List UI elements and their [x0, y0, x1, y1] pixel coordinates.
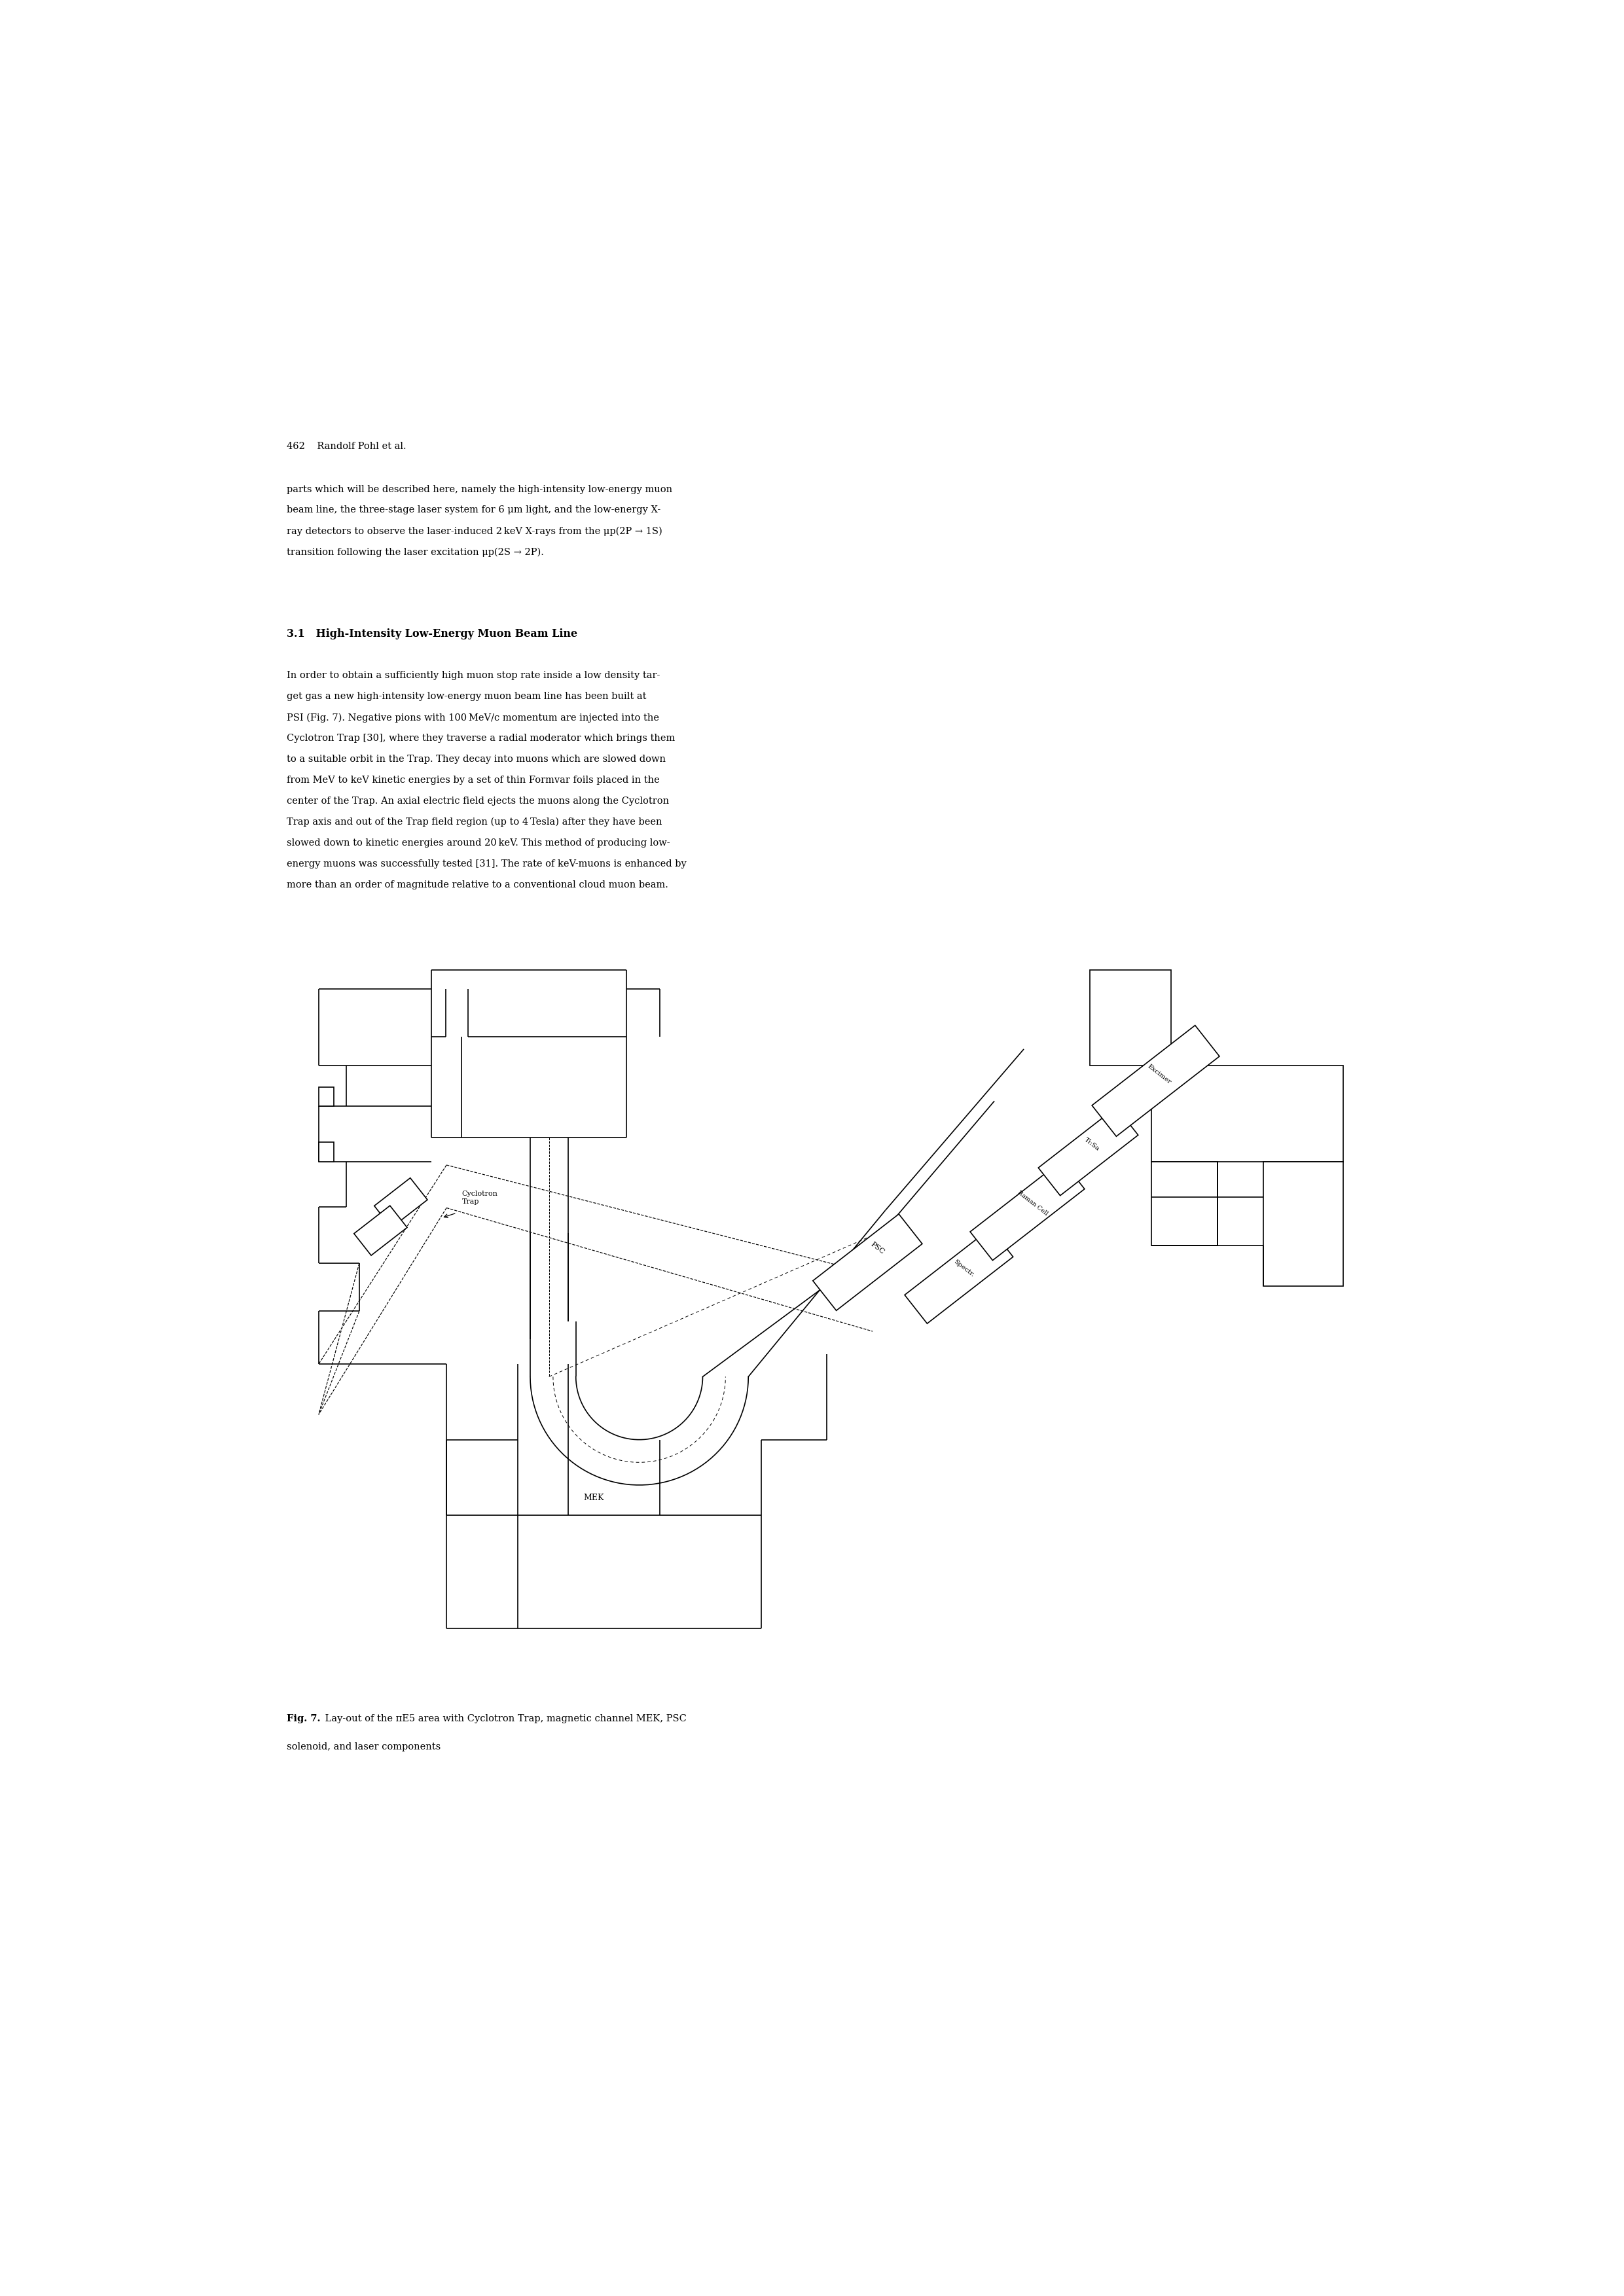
- Text: center of the Trap. An axial electric field ejects the muons along the Cyclotron: center of the Trap. An axial electric fi…: [287, 797, 669, 806]
- Polygon shape: [1091, 1026, 1220, 1137]
- Text: Fig. 7.: Fig. 7.: [287, 1715, 320, 1724]
- Text: Lay-out of the πE5 area with Cyclotron Trap, magnetic channel MEK, PSC: Lay-out of the πE5 area with Cyclotron T…: [322, 1715, 687, 1724]
- Bar: [1263, 1162, 1343, 1286]
- Bar: [1151, 1162, 1218, 1247]
- Text: beam line, the three-stage laser system for 6 μm light, and the low-energy X-: beam line, the three-stage laser system …: [287, 505, 661, 514]
- Polygon shape: [814, 1215, 922, 1311]
- Bar: [318, 1143, 335, 1162]
- Text: PSI (Fig. 7). Negative pions with 100 MeV/c momentum are injected into the: PSI (Fig. 7). Negative pions with 100 Me…: [287, 714, 659, 723]
- Text: solenoid, and laser components: solenoid, and laser components: [287, 1743, 440, 1752]
- Bar: [1090, 969, 1171, 1065]
- Text: to a suitable orbit in the Trap. They decay into muons which are slowed down: to a suitable orbit in the Trap. They de…: [287, 755, 666, 765]
- Text: Spectr.: Spectr.: [953, 1258, 976, 1279]
- Text: Raman Cell: Raman Cell: [1017, 1189, 1049, 1217]
- Polygon shape: [1038, 1107, 1138, 1196]
- Text: more than an order of magnitude relative to a conventional cloud muon beam.: more than an order of magnitude relative…: [287, 879, 667, 889]
- Polygon shape: [970, 1159, 1085, 1261]
- Text: 462    Randolf Pohl et al.: 462 Randolf Pohl et al.: [287, 441, 406, 450]
- Text: PSC: PSC: [869, 1240, 885, 1256]
- Text: Excimer: Excimer: [1147, 1063, 1173, 1086]
- Text: 3.1   High-Intensity Low-Energy Muon Beam Line: 3.1 High-Intensity Low-Energy Muon Beam …: [287, 629, 578, 638]
- Polygon shape: [905, 1228, 1013, 1322]
- Text: In order to obtain a sufficiently high muon stop rate inside a low density tar-: In order to obtain a sufficiently high m…: [287, 670, 659, 680]
- Text: transition following the laser excitation μp(2S → 2P).: transition following the laser excitatio…: [287, 546, 544, 558]
- Text: Cyclotron Trap [30], where they traverse a radial moderator which brings them: Cyclotron Trap [30], where they traverse…: [287, 735, 676, 744]
- Text: parts which will be described here, namely the high-intensity low-energy muon: parts which will be described here, name…: [287, 484, 672, 494]
- Text: get gas a new high-intensity low-energy muon beam line has been built at: get gas a new high-intensity low-energy …: [287, 691, 646, 700]
- Text: energy muons was successfully tested [31]. The rate of keV-muons is enhanced by: energy muons was successfully tested [31…: [287, 859, 687, 868]
- Text: Trap axis and out of the Trap field region (up to 4 Tesla) after they have been: Trap axis and out of the Trap field regi…: [287, 817, 663, 827]
- Text: slowed down to kinetic energies around 20 keV. This method of producing low-: slowed down to kinetic energies around 2…: [287, 838, 671, 847]
- Text: from MeV to keV kinetic energies by a set of thin Formvar foils placed in the: from MeV to keV kinetic energies by a se…: [287, 776, 659, 785]
- Polygon shape: [354, 1205, 408, 1256]
- Bar: [318, 1086, 335, 1107]
- Text: Cyclotron
Trap: Cyclotron Trap: [461, 1192, 497, 1205]
- Polygon shape: [374, 1178, 427, 1228]
- Bar: [1151, 1065, 1343, 1162]
- Text: Ti:Sa: Ti:Sa: [1083, 1137, 1101, 1153]
- Text: MEK: MEK: [583, 1492, 604, 1502]
- Text: ray detectors to observe the laser-induced 2 keV X-rays from the μp(2P → 1S): ray detectors to observe the laser-induc…: [287, 526, 663, 535]
